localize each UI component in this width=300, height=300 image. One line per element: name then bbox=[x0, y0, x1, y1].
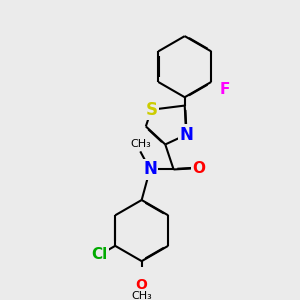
Text: O: O bbox=[192, 160, 205, 175]
Text: S: S bbox=[146, 101, 158, 119]
Text: CH₃: CH₃ bbox=[130, 139, 151, 149]
Text: Cl: Cl bbox=[92, 248, 108, 262]
Text: N: N bbox=[179, 126, 193, 144]
Text: O: O bbox=[136, 278, 148, 292]
Text: CH₃: CH₃ bbox=[131, 291, 152, 300]
Text: F: F bbox=[219, 82, 230, 97]
Text: N: N bbox=[143, 160, 157, 178]
